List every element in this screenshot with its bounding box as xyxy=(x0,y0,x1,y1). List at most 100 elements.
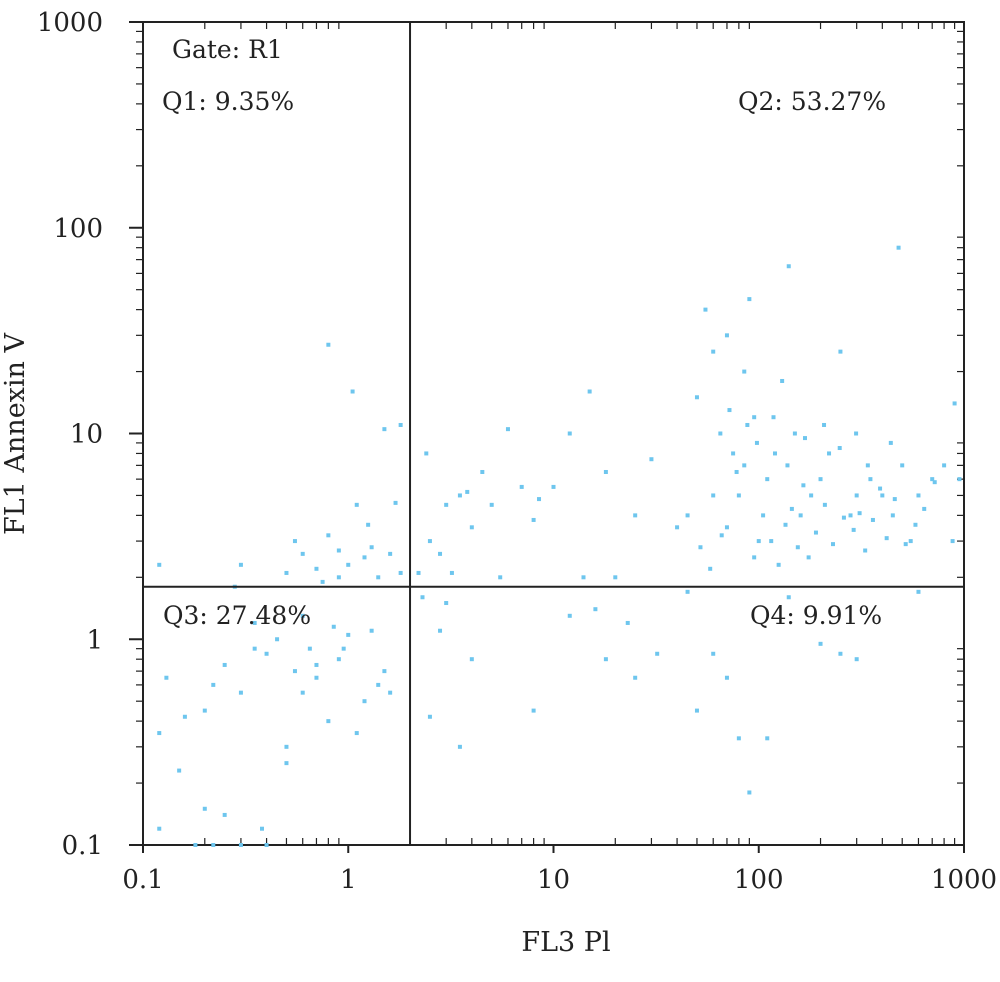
data-point xyxy=(838,349,843,354)
data-point xyxy=(633,513,638,518)
data-point xyxy=(916,493,921,498)
data-point xyxy=(841,515,846,520)
data-point xyxy=(718,431,723,436)
data-point xyxy=(587,389,592,394)
data-point xyxy=(736,493,741,498)
quadrant-q1-label: Q1: 9.35% xyxy=(162,87,294,116)
data-point xyxy=(354,731,359,736)
data-point xyxy=(865,463,870,468)
x-tick-label: 0.1 xyxy=(122,865,163,895)
data-point xyxy=(675,525,680,530)
data-point xyxy=(275,637,280,642)
data-point xyxy=(346,562,351,567)
data-point xyxy=(863,548,868,553)
data-point xyxy=(284,744,289,749)
data-point xyxy=(581,575,586,580)
data-point xyxy=(177,768,182,773)
data-point xyxy=(264,651,269,656)
data-point xyxy=(754,440,759,445)
data-point xyxy=(734,469,739,474)
data-point xyxy=(801,483,806,488)
data-point xyxy=(603,469,608,474)
data-point xyxy=(567,431,572,436)
data-point xyxy=(424,451,429,456)
data-point xyxy=(292,669,297,674)
data-point xyxy=(369,545,374,550)
data-point xyxy=(896,245,901,250)
data-point xyxy=(771,415,776,420)
data-point xyxy=(398,422,403,427)
data-point xyxy=(438,551,443,556)
data-point xyxy=(537,497,542,502)
data-point xyxy=(809,493,814,498)
data-point xyxy=(157,826,162,831)
y-tick-label: 1000 xyxy=(37,8,103,38)
data-points xyxy=(157,245,962,847)
data-point xyxy=(376,682,381,687)
data-point xyxy=(264,843,269,847)
data-point xyxy=(362,555,367,560)
data-point xyxy=(284,761,289,766)
data-point xyxy=(366,522,371,527)
data-point xyxy=(326,533,331,538)
y-tick-label: 100 xyxy=(53,214,103,244)
data-point xyxy=(326,719,331,724)
data-point xyxy=(551,484,556,489)
data-point xyxy=(350,389,355,394)
data-point xyxy=(292,539,297,544)
data-point xyxy=(731,451,736,456)
x-tick-label: 1 xyxy=(340,865,357,895)
data-point xyxy=(798,513,803,518)
data-point xyxy=(783,522,788,527)
data-point xyxy=(519,484,524,489)
data-point xyxy=(346,632,351,637)
data-point xyxy=(211,682,216,687)
data-point xyxy=(489,502,494,507)
data-point xyxy=(890,513,895,518)
data-point xyxy=(942,463,947,468)
data-point xyxy=(465,489,470,494)
data-point xyxy=(952,401,957,406)
data-point xyxy=(868,477,873,482)
data-point xyxy=(416,570,421,575)
plot-area xyxy=(142,21,965,846)
data-point xyxy=(457,744,462,749)
data-point xyxy=(789,506,794,511)
data-point xyxy=(908,539,913,544)
data-point xyxy=(719,533,724,538)
data-point xyxy=(211,843,216,847)
data-point xyxy=(818,477,823,482)
data-point xyxy=(320,579,325,584)
data-point xyxy=(202,708,207,713)
data-point xyxy=(252,620,257,625)
data-point xyxy=(806,555,811,560)
data-point xyxy=(711,651,716,656)
data-point xyxy=(593,607,598,612)
data-point xyxy=(742,463,747,468)
data-point xyxy=(745,422,750,427)
data-point xyxy=(747,790,752,795)
data-point xyxy=(736,736,741,741)
data-point xyxy=(830,542,835,547)
minor-ticks xyxy=(136,22,964,845)
data-point xyxy=(786,264,791,269)
data-point xyxy=(613,575,618,580)
data-point xyxy=(238,690,243,695)
data-point xyxy=(300,551,305,556)
data-point xyxy=(724,525,729,530)
data-point xyxy=(694,395,699,400)
data-point xyxy=(300,690,305,695)
data-point xyxy=(685,589,690,594)
data-point xyxy=(398,570,403,575)
data-point xyxy=(773,451,778,456)
data-point xyxy=(307,646,312,651)
data-point xyxy=(857,511,862,516)
data-point xyxy=(388,551,393,556)
data-point xyxy=(625,620,630,625)
data-point xyxy=(903,542,908,547)
data-point xyxy=(765,736,770,741)
data-point xyxy=(420,595,425,600)
data-point xyxy=(469,525,474,530)
data-point xyxy=(854,657,859,662)
data-point xyxy=(336,548,341,553)
